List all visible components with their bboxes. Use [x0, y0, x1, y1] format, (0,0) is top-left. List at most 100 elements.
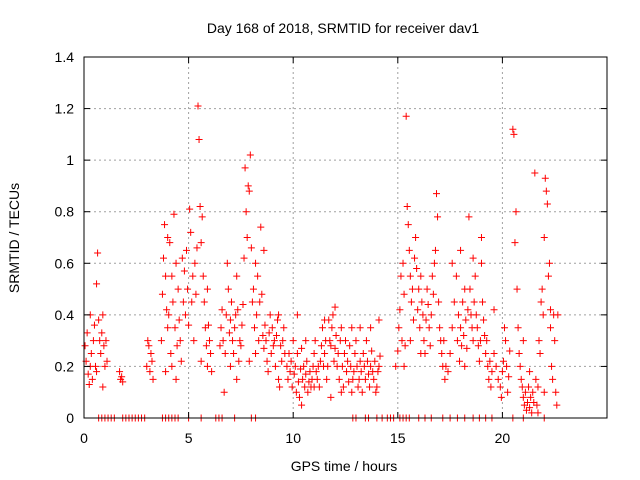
data-point	[497, 393, 505, 401]
data-point	[547, 324, 555, 332]
data-point	[480, 316, 488, 324]
data-point	[221, 350, 229, 358]
data-point	[409, 316, 417, 324]
data-point	[275, 311, 283, 319]
data-point	[303, 357, 311, 365]
data-point	[420, 337, 428, 345]
data-point	[375, 316, 383, 324]
data-point	[217, 324, 225, 332]
data-point	[504, 388, 512, 396]
data-point	[178, 254, 186, 262]
data-point	[404, 221, 412, 229]
data-point	[234, 306, 242, 314]
data-point	[498, 368, 506, 376]
data-point	[203, 362, 211, 370]
data-point	[93, 280, 101, 288]
data-point	[328, 324, 336, 332]
data-point	[321, 316, 329, 324]
data-point	[464, 306, 472, 314]
data-point	[372, 388, 380, 396]
data-point	[534, 383, 542, 391]
data-point	[371, 357, 379, 365]
data-point	[426, 342, 434, 350]
data-point	[486, 357, 494, 365]
data-point	[326, 337, 334, 345]
data-point	[331, 303, 339, 311]
data-point	[430, 259, 438, 267]
data-point	[407, 298, 415, 306]
data-point	[403, 203, 411, 211]
data-point	[171, 324, 179, 332]
data-point	[412, 234, 420, 241]
data-point	[97, 350, 105, 358]
y-axis-title: SRMTID / TECUs	[6, 183, 22, 293]
data-point	[536, 350, 544, 358]
data-point	[471, 272, 479, 280]
data-point	[511, 239, 519, 247]
data-point	[280, 324, 288, 332]
data-point	[435, 298, 443, 306]
data-point	[458, 342, 466, 350]
data-point	[230, 350, 238, 358]
data-point	[143, 362, 151, 370]
data-point	[414, 306, 422, 314]
data-point	[541, 174, 549, 182]
data-point	[259, 331, 267, 339]
data-point	[170, 210, 178, 218]
data-point	[415, 285, 423, 293]
data-point	[469, 337, 477, 345]
data-point	[510, 130, 518, 138]
data-point	[482, 350, 490, 358]
data-point	[423, 285, 431, 293]
data-point	[463, 344, 471, 352]
data-point	[360, 362, 368, 370]
data-point	[374, 368, 382, 376]
data-point	[460, 331, 468, 339]
data-point	[448, 259, 456, 267]
data-point	[457, 324, 465, 332]
data-point	[95, 316, 103, 324]
data-point	[342, 337, 349, 345]
data-point	[401, 342, 409, 350]
data-point	[450, 298, 458, 306]
data-point	[240, 254, 248, 262]
data-point	[238, 321, 246, 329]
data-point	[265, 329, 273, 337]
data-point	[279, 337, 287, 345]
data-point	[276, 383, 284, 391]
data-point	[268, 324, 276, 332]
data-point	[518, 383, 526, 391]
data-point	[324, 362, 332, 370]
data-point	[356, 324, 364, 332]
data-point	[287, 357, 295, 365]
data-point	[422, 316, 430, 324]
data-point	[219, 337, 227, 345]
data-point	[330, 357, 338, 365]
data-point	[183, 246, 191, 254]
data-point	[101, 362, 109, 370]
data-point	[96, 337, 104, 345]
data-point	[400, 362, 408, 370]
data-point	[88, 375, 96, 383]
data-point	[365, 370, 373, 378]
data-point	[204, 321, 212, 329]
data-point	[469, 254, 477, 262]
data-point	[347, 362, 355, 370]
data-point	[433, 190, 441, 198]
data-point	[540, 388, 548, 396]
data-point	[162, 368, 170, 376]
data-point	[434, 213, 442, 221]
data-point	[323, 375, 331, 383]
data-point	[260, 246, 268, 254]
data-point	[225, 329, 233, 337]
data-point	[490, 306, 498, 314]
data-point	[408, 285, 416, 293]
data-point	[185, 321, 193, 329]
data-point	[413, 264, 421, 272]
data-point	[321, 350, 329, 358]
data-point	[237, 342, 245, 350]
data-point	[419, 311, 427, 319]
y-tick-label: 0.4	[55, 307, 75, 323]
data-point	[199, 272, 207, 280]
